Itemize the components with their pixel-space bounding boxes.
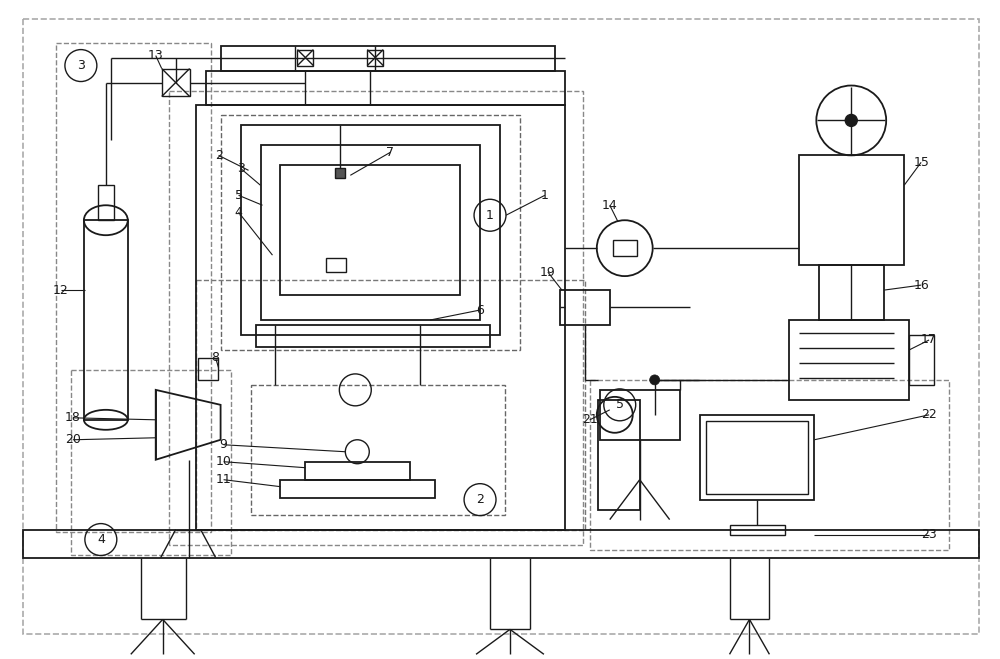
- Text: 8: 8: [212, 351, 220, 364]
- Bar: [367, 49, 383, 65]
- Text: 4: 4: [235, 206, 242, 219]
- Text: 1: 1: [486, 209, 494, 221]
- Bar: [71, 370, 231, 554]
- Bar: [256, 325, 490, 347]
- Bar: [169, 90, 583, 544]
- Bar: [84, 220, 128, 420]
- Text: 2: 2: [215, 149, 223, 162]
- Text: 3: 3: [77, 59, 85, 72]
- Bar: [590, 380, 949, 550]
- Bar: [221, 115, 520, 350]
- Bar: [789, 320, 909, 400]
- Text: 12: 12: [53, 283, 69, 297]
- Bar: [241, 125, 500, 335]
- Bar: [98, 185, 114, 220]
- Bar: [700, 415, 814, 500]
- Text: 5: 5: [235, 188, 243, 202]
- Bar: [305, 462, 410, 480]
- Bar: [598, 400, 640, 509]
- Text: 10: 10: [216, 455, 232, 469]
- Bar: [221, 45, 555, 71]
- Text: 17: 17: [921, 333, 937, 347]
- Bar: [206, 71, 565, 105]
- Circle shape: [650, 375, 660, 385]
- Text: 3: 3: [237, 162, 244, 175]
- Bar: [23, 530, 979, 558]
- Text: 1: 1: [541, 188, 549, 202]
- Bar: [196, 280, 585, 530]
- Bar: [613, 240, 637, 256]
- Text: 22: 22: [921, 409, 937, 421]
- Bar: [297, 49, 313, 65]
- Text: 6: 6: [476, 304, 484, 316]
- Text: 15: 15: [913, 156, 929, 169]
- Text: 19: 19: [540, 266, 556, 279]
- Text: 11: 11: [216, 473, 231, 486]
- Bar: [280, 480, 435, 498]
- Text: 23: 23: [921, 528, 937, 541]
- Bar: [196, 105, 565, 530]
- Bar: [335, 168, 345, 179]
- Text: 5: 5: [616, 398, 624, 411]
- Text: 4: 4: [97, 533, 105, 546]
- Bar: [198, 358, 218, 380]
- Bar: [261, 146, 480, 320]
- Bar: [251, 385, 505, 515]
- Bar: [326, 258, 346, 272]
- Bar: [560, 290, 610, 325]
- Bar: [280, 165, 460, 295]
- Text: 9: 9: [220, 438, 228, 451]
- Bar: [730, 525, 785, 534]
- Text: 2: 2: [476, 493, 484, 506]
- Bar: [909, 335, 934, 385]
- Text: 13: 13: [148, 49, 164, 62]
- Text: 14: 14: [602, 199, 618, 212]
- Bar: [56, 43, 211, 532]
- Bar: [799, 156, 904, 265]
- Bar: [706, 421, 808, 494]
- Text: 18: 18: [65, 411, 81, 424]
- Text: 7: 7: [386, 146, 394, 159]
- Bar: [819, 265, 884, 320]
- Text: 20: 20: [65, 433, 81, 446]
- Text: 21: 21: [582, 413, 598, 426]
- Text: 16: 16: [913, 279, 929, 291]
- Circle shape: [845, 115, 857, 127]
- Bar: [600, 390, 680, 440]
- Bar: [162, 69, 190, 96]
